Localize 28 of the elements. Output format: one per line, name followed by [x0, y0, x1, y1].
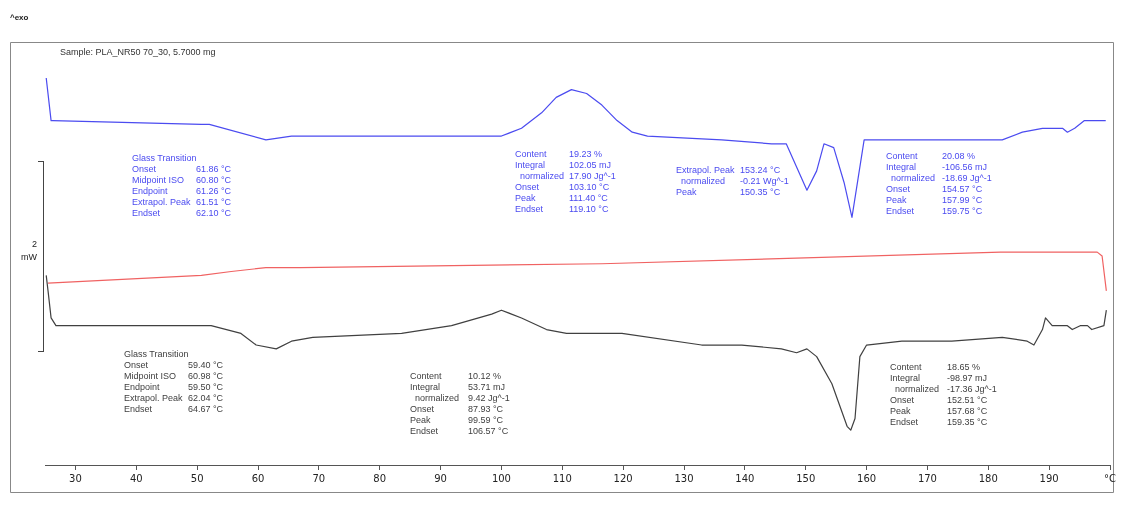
x-tick-label: 190	[1039, 472, 1059, 484]
x-tick-label: 50	[190, 472, 204, 484]
text: Extrapol. Peak 153.24 °C normalized -0.21 Wg^-1 Peak 150.35 °C	[676, 164, 789, 197]
x-tick-label: 170	[917, 472, 937, 484]
text: ^exo	[10, 13, 29, 23]
x-tick-label: 100	[491, 472, 511, 484]
text: Content 19.23 % Integral 102.05 mJ normalized 17.90 Jg^-1 Onset 103.10 °C Peak 111.40 °C Endset 119.10 °C	[515, 148, 616, 214]
x-tick-label: 120	[613, 472, 633, 484]
x-tick-label: 60	[251, 472, 265, 484]
text: Glass Transition Onset 61.86 °C Midpoint ISO 60.80 °C Endpoint 61.26 °C Extrapol. Peak 61.51 °C Endset 62.10 °C	[132, 152, 232, 218]
chart-title: Sample: PLA_NR50 70_30, 5.7000 mg	[60, 46, 216, 57]
text: Glass Transition Onset 59.40 °C Midpoint ISO 60.98 °C Endpoint 59.50 °C Extrapol. Peak 62.04 °C Endset 64.67 °C	[124, 348, 224, 414]
x-tick-label: °C	[1104, 472, 1117, 484]
text: Content 10.12 % Integral 53.71 mJ normalized 9.42 Jg^-1 Onset 87.93 °C Peak 99.59 °C Endset 106.57 °C	[410, 370, 510, 436]
x-tick-label: 80	[373, 472, 387, 484]
x-tick-label: 70	[312, 472, 326, 484]
x-tick-label: 110	[552, 472, 572, 484]
text: Content 20.08 % Integral -106.56 mJ normalized -18.69 Jg^-1 Onset 154.57 °C Peak 157.99 °C Endset 159.75 °C	[886, 150, 992, 216]
x-tick-label: 90	[434, 472, 447, 484]
x-tick-label: 160	[857, 472, 877, 484]
x-tick-label: 30	[69, 472, 82, 484]
text: 2 mW	[21, 238, 38, 262]
text: Content 18.65 % Integral -98.97 mJ normalized -17.36 Jg^-1 Onset 152.51 °C Peak 157.68 °C Endset 159.35 °C	[890, 361, 997, 427]
x-tick-label: 40	[129, 472, 143, 484]
x-tick-label: 150	[796, 472, 816, 484]
x-tick-label: 140	[735, 472, 755, 484]
x-tick-label: 180	[978, 472, 998, 484]
x-tick-label: 130	[674, 472, 694, 484]
